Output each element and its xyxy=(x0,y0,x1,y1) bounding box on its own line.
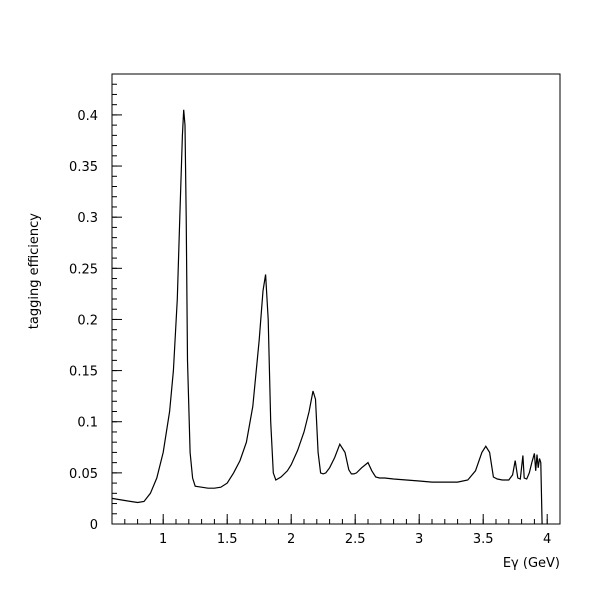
x-tick-label: 1 xyxy=(159,532,167,547)
y-axis-ticks xyxy=(112,73,122,525)
y-tick-label: 0.3 xyxy=(77,211,98,226)
x-tick-label: 2.5 xyxy=(345,532,366,547)
x-tick-label: 2 xyxy=(287,532,295,547)
y-tick-label: 0.25 xyxy=(69,262,98,277)
y-tick-label: 0.05 xyxy=(69,467,98,482)
y-tick-label: 0.4 xyxy=(77,109,98,124)
x-axis-tick-labels: 1 1.5 2 2.5 3 3.5 4 xyxy=(159,532,551,547)
y-tick-label: 0.2 xyxy=(77,313,98,328)
x-tick-label: 4 xyxy=(543,532,551,547)
y-tick-label: 0.35 xyxy=(69,160,98,175)
x-tick-label: 3.5 xyxy=(473,532,494,547)
y-tick-label: 0.1 xyxy=(77,416,98,431)
x-tick-label: 3 xyxy=(415,532,423,547)
efficiency-curve xyxy=(111,109,543,525)
x-axis-label: Eγ (GeV) xyxy=(503,556,560,571)
plot-frame xyxy=(111,73,561,525)
y-axis-tick-labels: 0 0.05 0.1 0.15 0.2 0.25 0.3 0.35 0.4 xyxy=(69,109,98,533)
y-tick-label: 0 xyxy=(90,518,98,533)
y-axis-label: tagging efficiency xyxy=(27,213,42,330)
y-tick-label: 0.15 xyxy=(69,365,98,380)
x-axis-ticks xyxy=(111,514,561,524)
x-tick-label: 1.5 xyxy=(217,532,238,547)
